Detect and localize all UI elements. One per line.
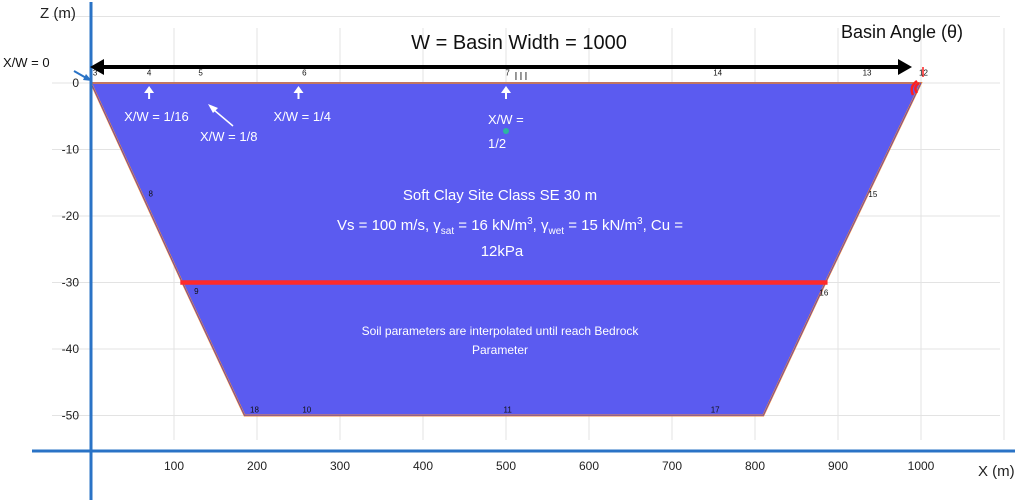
node-label: 18 [250, 406, 259, 415]
marker-arrow-head [501, 86, 511, 93]
wet-superscript: 3 [637, 216, 643, 227]
clay-layer-cu: 12kPa [481, 243, 524, 260]
marker-dot [503, 128, 509, 134]
node-label: 13 [863, 68, 872, 77]
marker-arrow-head [208, 104, 218, 113]
x-axis-title: X (m) [978, 463, 1015, 480]
y-tick-label: -20 [62, 209, 80, 223]
marker-arrow-head [293, 86, 304, 93]
basin-width-label: W = Basin Width = 1000 [411, 32, 627, 54]
origin-pointer-head [83, 74, 92, 81]
node-label: 17 [711, 406, 720, 415]
width-arrow-left-head [90, 59, 104, 75]
node-label: 5 [198, 68, 203, 77]
x-tick-label: 900 [828, 459, 848, 473]
y-axis-title: Z (m) [40, 5, 76, 22]
transition-layer-line2: Parameter [472, 343, 528, 357]
wet-subscript: wet [547, 226, 564, 237]
marker-label-line2: 1/2 [488, 136, 506, 151]
x-tick-label: 600 [579, 459, 599, 473]
marker-label: X/W = 1/8 [200, 129, 257, 144]
marker-label: X/W = 1/4 [274, 109, 331, 124]
node-label: 10 [302, 406, 311, 415]
x-tick-label: 300 [330, 459, 350, 473]
x-tick-label: 700 [662, 459, 682, 473]
marker-arrow-shaft [213, 109, 234, 127]
node-label: 3 [93, 68, 98, 77]
tick-labels: 100 200 300 400 500 600 700 800 900 1000 0 -10 -20 -3… [62, 76, 935, 473]
marker-label: X/W = 1/16 [124, 109, 189, 124]
node-label: 9 [194, 287, 199, 296]
node-label: 15 [868, 190, 877, 199]
position-markers: X/W = 1/16 X/W = 1/8 X/W = 1/4 X/W = 1/2 [124, 86, 524, 151]
clay-layer-properties: Vs = 100 m/s, γsat = 16 kN/m3, γwet = 15… [337, 216, 683, 237]
node-label: 12 [919, 68, 928, 77]
x-tick-label: 100 [164, 459, 184, 473]
basin-area [89, 82, 923, 417]
wet-value: = 15 kN/m [564, 217, 637, 234]
x-tick-label: 500 [496, 459, 516, 473]
node-label: 7 [505, 68, 510, 77]
marker-label: X/W = [488, 112, 524, 127]
basin-angle-label: Basin Angle (θ) [841, 22, 963, 42]
clay-layer-title: Soft Clay Site Class SE 30 m [403, 187, 597, 204]
width-arrow-right-head [898, 59, 912, 75]
marker-arrow-head [144, 86, 155, 93]
wet-prefix: , γ [533, 217, 549, 234]
x-tick-label: 800 [745, 459, 765, 473]
x-tick-label: 400 [413, 459, 433, 473]
x-tick-label: 1000 [908, 459, 935, 473]
angle-arc-inner [914, 81, 920, 94]
node-label: 4 [147, 68, 152, 77]
node-label: 6 [302, 68, 307, 77]
angle-arc-outer [910, 80, 918, 96]
axes [32, 2, 1015, 500]
y-tick-label: -50 [62, 409, 80, 423]
sat-subscript: sat [441, 226, 455, 237]
cu-text: , Cu = [643, 217, 684, 234]
origin-xw-label: X/W = 0 [3, 55, 50, 70]
node-label: 8 [149, 189, 154, 198]
node-label: 16 [819, 288, 828, 297]
y-tick-label: -10 [62, 143, 80, 157]
y-tick-label: -40 [62, 342, 80, 356]
node-labels: 3 4 5 6 7 14 13 12 8 9 15 16 18 10 11 17 [93, 68, 929, 414]
transition-layer-line1: Soil parameters are interpolated until r… [362, 324, 640, 338]
node-label: 11 [504, 406, 513, 415]
node-label: 14 [713, 68, 722, 77]
y-tick-label: 0 [72, 76, 79, 90]
y-tick-label: -30 [62, 276, 80, 290]
sat-value: = 16 kN/m [454, 217, 527, 234]
vs-text: Vs = 100 m/s, γ [337, 217, 441, 234]
sat-superscript: 3 [527, 216, 533, 227]
x-tick-label: 200 [247, 459, 267, 473]
